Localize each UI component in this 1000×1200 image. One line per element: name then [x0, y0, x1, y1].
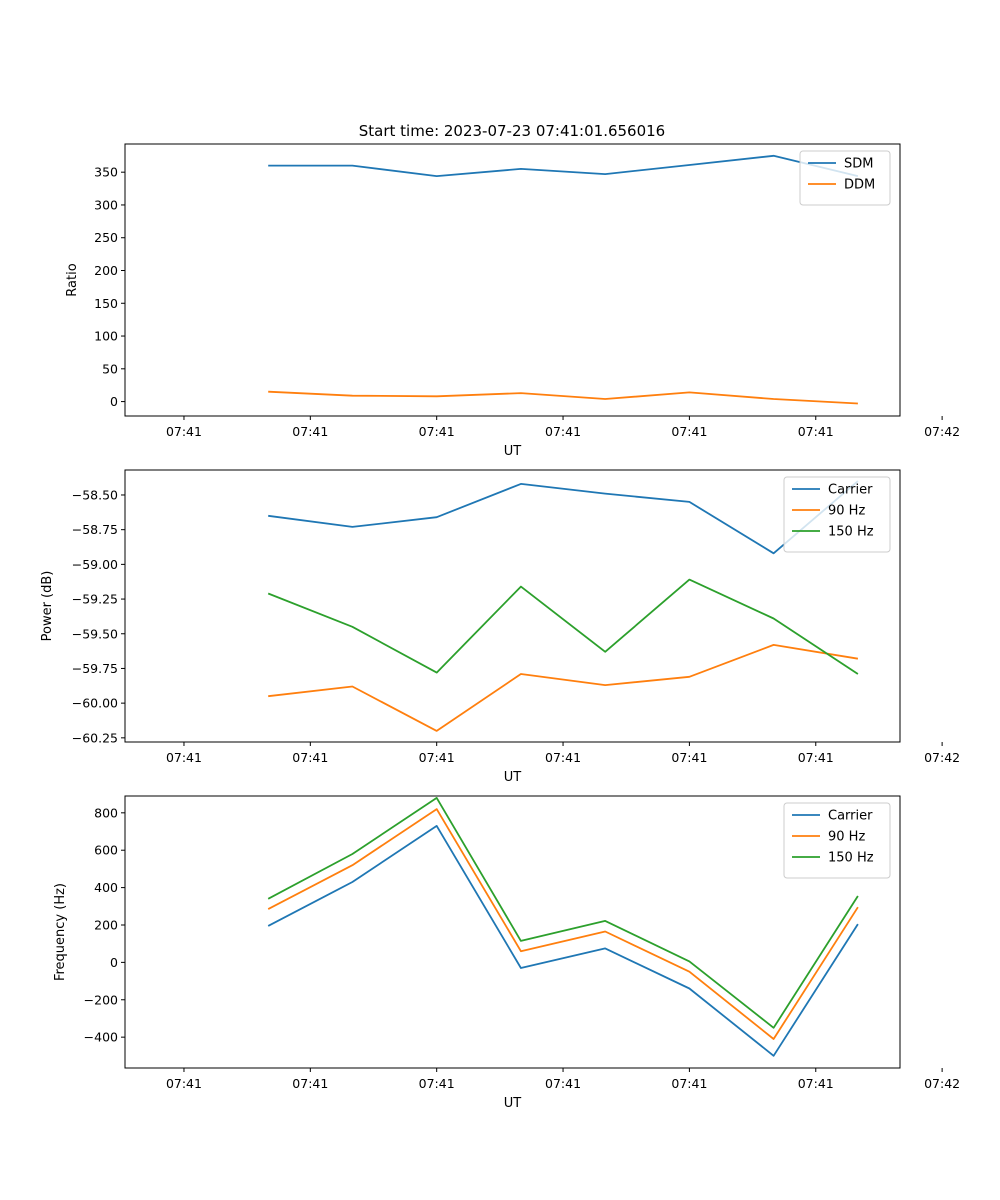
series-line-90-hz [267, 808, 859, 1040]
chart-panel-3: 07:41 07:41 07:41 07:41 07:41 07:41 07:42 −400 −… [53, 795, 960, 1111]
series-line-ddm [268, 390, 858, 405]
y-tick-label: 0 [110, 394, 118, 409]
y-tick-label: −59.25 [72, 592, 118, 607]
y-axis-label: Power (dB) [40, 571, 55, 642]
legend-frame [783, 476, 891, 553]
y-tick-label: −58.75 [72, 522, 118, 537]
legend: Carrier 90 Hz 150 Hz [783, 476, 891, 553]
y-tick-label: −58.50 [72, 487, 118, 502]
series-line-carrier [268, 480, 859, 555]
legend-frame [799, 150, 891, 206]
series-line-sdm [268, 154, 859, 178]
series-line-carrier [267, 825, 859, 1057]
legend: Carrier 90 Hz 150 Hz [783, 802, 891, 879]
y-tick-label: 800 [94, 805, 118, 820]
y-tick-label: 200 [94, 917, 118, 932]
legend: SDM DDM [799, 150, 891, 206]
y-tick-label: −59.50 [72, 626, 118, 641]
x-tick-label: 07:41 [166, 424, 202, 439]
plot-area-frame [124, 469, 901, 743]
chart-panel-1: 07:41 07:41 07:41 07:41 07:41 07:41 07:42 0 50 10… [65, 143, 960, 459]
x-tick-label: 07:41 [545, 750, 581, 765]
y-tick-label: −59.00 [72, 557, 118, 572]
legend-label: 90 Hz [828, 504, 865, 519]
y-tick-label: 350 [94, 165, 118, 180]
figure-title: Start time: 2023-07-23 07:41:01.656016 [359, 122, 665, 140]
plot-area-frame [124, 795, 901, 1069]
x-tick-label: 07:41 [419, 750, 455, 765]
y-tick-label: 200 [94, 263, 118, 278]
legend-label: Carrier [828, 809, 873, 824]
legend-label: 150 Hz [828, 851, 874, 866]
legend-label: 150 Hz [828, 525, 874, 540]
chart-panel-2: 07:41 07:41 07:41 07:41 07:41 07:41 07:42 −60.2… [40, 469, 960, 785]
x-tick-label: 07:41 [798, 750, 834, 765]
y-axis-label: Ratio [65, 263, 80, 296]
series-line-150-hz [267, 578, 859, 675]
x-tick-label: 07:42 [924, 750, 960, 765]
x-axis-label: UT [504, 1096, 522, 1111]
legend-label: SDM [844, 157, 873, 172]
plot-area-frame [124, 143, 901, 417]
x-tick-label: 07:41 [671, 1076, 707, 1091]
y-tick-label: 50 [102, 361, 118, 376]
x-tick-label: 07:41 [419, 1076, 455, 1091]
x-tick-label: 07:41 [419, 424, 455, 439]
x-tick-label: 07:41 [166, 750, 202, 765]
series-line-150-hz [267, 797, 859, 1029]
x-tick-label: 07:41 [798, 424, 834, 439]
legend-label: 90 Hz [828, 830, 865, 845]
y-tick-label: 150 [94, 296, 118, 311]
x-tick-label: 07:41 [671, 424, 707, 439]
legend-label: DDM [844, 178, 875, 193]
y-axis-label: Frequency (Hz) [53, 883, 68, 981]
y-tick-label: 0 [110, 955, 118, 970]
series-line-90-hz [268, 644, 859, 732]
x-tick-label: 07:42 [924, 1076, 960, 1091]
x-axis-label: UT [504, 770, 522, 785]
legend-label: Carrier [828, 483, 873, 498]
x-tick-label: 07:41 [292, 424, 328, 439]
legend-frame [783, 802, 891, 879]
x-tick-label: 07:41 [545, 1076, 581, 1091]
y-tick-label: −59.75 [72, 661, 118, 676]
y-tick-label: −200 [84, 992, 118, 1007]
x-tick-label: 07:41 [545, 424, 581, 439]
x-tick-label: 07:41 [671, 750, 707, 765]
y-tick-label: 100 [94, 329, 118, 344]
y-tick-label: 300 [94, 197, 118, 212]
x-tick-label: 07:41 [292, 750, 328, 765]
y-tick-label: −60.00 [72, 696, 118, 711]
x-tick-label: 07:41 [166, 1076, 202, 1091]
y-tick-label: 250 [94, 230, 118, 245]
x-tick-label: 07:41 [798, 1076, 834, 1091]
x-axis-label: UT [504, 444, 522, 459]
y-tick-label: −400 [84, 1030, 118, 1045]
x-tick-label: 07:41 [292, 1076, 328, 1091]
x-tick-label: 07:42 [924, 424, 960, 439]
y-tick-label: 400 [94, 880, 118, 895]
y-tick-label: −60.25 [72, 730, 118, 745]
y-tick-label: 600 [94, 843, 118, 858]
